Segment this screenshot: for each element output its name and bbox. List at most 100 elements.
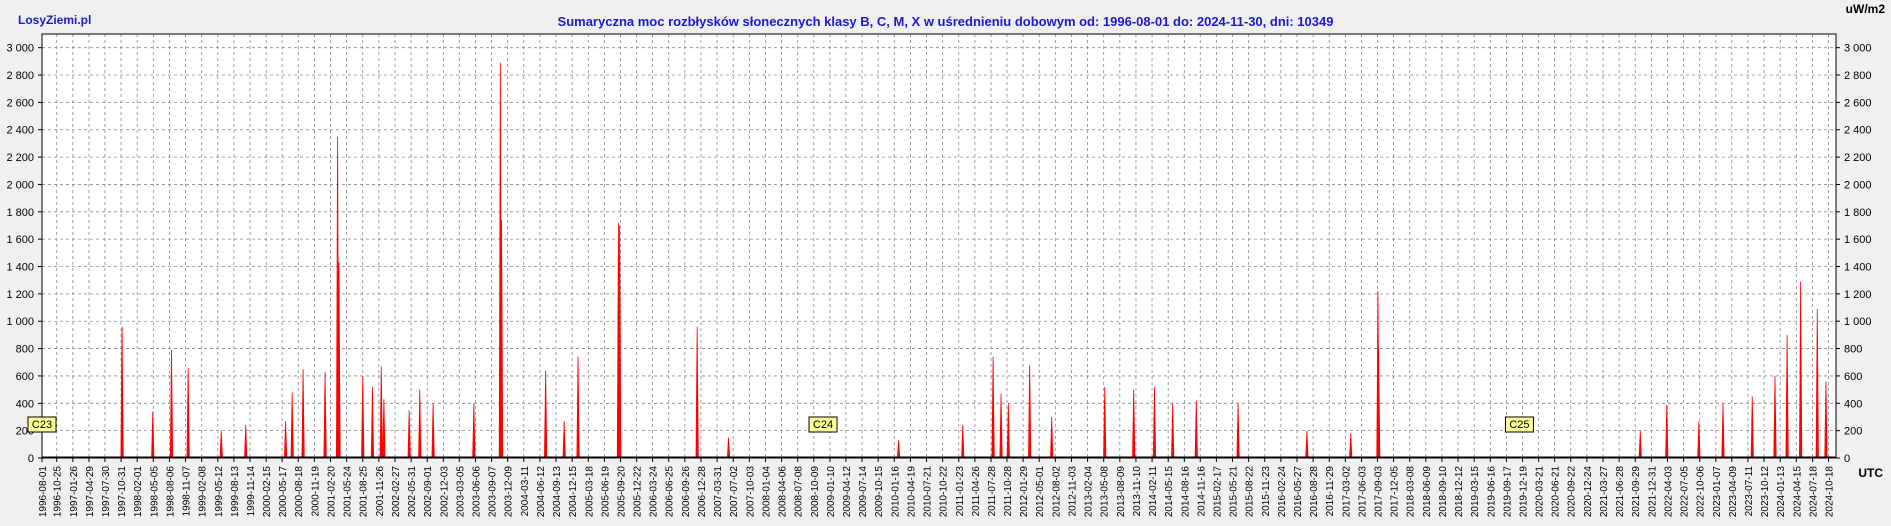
x-tick-label: 2022-10-06 <box>1696 466 1707 518</box>
x-tick-label: 2013-11-10 <box>1132 466 1143 517</box>
x-tick-label: 2010-04-19 <box>906 466 917 518</box>
x-tick-label: 2018-12-12 <box>1454 466 1465 518</box>
x-tick-label: 1999-11-14 <box>246 466 257 517</box>
x-tick-label: 2012-11-03 <box>1067 466 1078 517</box>
x-tick-label: 2020-06-21 <box>1551 466 1562 518</box>
x-tick-label: 2006-06-25 <box>665 466 676 518</box>
x-tick-label: 2023-10-12 <box>1760 466 1771 518</box>
x-tick-label: 2024-01-13 <box>1776 466 1787 518</box>
y-tick-label: 2 800 <box>1844 70 1872 82</box>
y-tick-label: 400 <box>16 398 34 410</box>
x-tick-label: 2020-09-22 <box>1567 466 1578 518</box>
y-tick-label: 600 <box>16 371 34 383</box>
x-tick-label: 2011-10-28 <box>1003 466 1014 517</box>
x-tick-label: 2017-03-02 <box>1341 466 1352 518</box>
x-tick-label: 2010-10-22 <box>939 466 950 518</box>
chart-title: Sumaryczna moc rozbłysków słonecznych kl… <box>557 14 1334 29</box>
x-tick-label: 2015-02-17 <box>1212 466 1223 518</box>
y-tick-label: 1 000 <box>1844 316 1872 328</box>
plot-frame <box>41 33 1837 459</box>
x-tick-label: 1997-04-29 <box>85 466 96 518</box>
x-tick-label: 2001-05-24 <box>343 466 354 518</box>
y-tick-label: 600 <box>1844 371 1862 383</box>
y-tick-label: 200 <box>1844 426 1862 438</box>
y-tick-label: 800 <box>1844 344 1862 356</box>
y-tick-label: 1 600 <box>6 234 34 246</box>
y-tick-label: 400 <box>1844 398 1862 410</box>
y-tick-label: 2 800 <box>6 70 34 82</box>
x-tick-label: 2017-09-03 <box>1373 466 1384 518</box>
y-tick-label: 1 200 <box>6 289 34 301</box>
x-tick-label: 2010-07-21 <box>923 466 934 518</box>
x-tick-label: 2002-09-01 <box>423 466 434 518</box>
x-tick-label: 2000-02-15 <box>262 466 273 518</box>
x-tick-label: 2011-04-26 <box>971 466 982 517</box>
x-tick-label: 2008-01-04 <box>761 466 772 518</box>
x-tick-label: 2000-11-19 <box>310 466 321 517</box>
x-tick-label: 2009-10-15 <box>874 466 885 518</box>
y-tick-label: 0 <box>28 453 34 465</box>
x-tick-label: 2002-12-03 <box>439 466 450 518</box>
x-tick-label: 2017-12-05 <box>1390 466 1401 518</box>
x-tick-label: 2024-07-18 <box>1809 466 1820 518</box>
x-tick-label: 2013-08-09 <box>1116 466 1127 518</box>
x-tick-label: 2014-08-16 <box>1180 466 1191 518</box>
y-tick-label: 2 000 <box>1844 179 1872 191</box>
x-tick-label: 2004-09-13 <box>552 466 563 518</box>
x-tick-label: 2024-10-18 <box>1825 466 1836 518</box>
x-tick-label: 2012-08-02 <box>1051 466 1062 518</box>
y-tick-label: 1 600 <box>1844 234 1872 246</box>
x-tick-label: 2002-05-31 <box>407 466 418 518</box>
x-tick-label: 2011-01-23 <box>955 466 966 517</box>
cycle-label: C23 <box>27 416 57 433</box>
x-tick-label: 2007-07-02 <box>729 466 740 518</box>
x-tick-label: 1998-08-06 <box>165 466 176 518</box>
cycle-label-box <box>27 416 57 433</box>
x-tick-label: 2016-02-24 <box>1277 466 1288 518</box>
y-tick-label: 3 000 <box>6 43 34 55</box>
x-tick-label: 1997-01-26 <box>69 466 80 518</box>
x-tick-label: 2006-03-24 <box>649 466 660 518</box>
cycle-label-text: C24 <box>813 419 833 431</box>
cycle-label-text: C23 <box>32 419 52 431</box>
x-tick-label: 2003-06-06 <box>471 466 482 518</box>
x-tick-label: 2023-07-11 <box>1744 466 1755 517</box>
x-tick-label: 1998-05-05 <box>149 466 160 518</box>
y-tick-label: 2 600 <box>1844 97 1872 109</box>
x-tick-label: 2002-02-27 <box>391 466 402 518</box>
x-tick-label: 2023-04-09 <box>1728 466 1739 518</box>
y-tick-label: 2 200 <box>1844 152 1872 164</box>
x-tick-label: 2005-06-19 <box>600 466 611 518</box>
cycle-label-box <box>1504 416 1534 433</box>
x-tick-label: 2014-11-16 <box>1196 466 1207 517</box>
x-tick-label: 2020-03-21 <box>1535 466 1546 518</box>
y-tick-label: 2 000 <box>6 179 34 191</box>
x-tick-label: 2011-07-28 <box>987 466 998 517</box>
x-tick-label: 1997-10-31 <box>117 466 128 518</box>
x-tick-label: 2008-07-08 <box>794 466 805 518</box>
x-tick-label: 2020-12-24 <box>1583 466 1594 518</box>
y-tick-label: 1 800 <box>6 207 34 219</box>
y-unit-label: uW/m2 <box>1845 2 1885 16</box>
x-tick-label: 1998-11-07 <box>182 466 193 517</box>
x-tick-label: 2007-10-03 <box>745 466 756 518</box>
x-tick-label: 1999-05-12 <box>214 466 225 518</box>
cycle-label-text: C25 <box>1509 419 1529 431</box>
x-tick-label: 2001-02-20 <box>326 466 337 518</box>
y-tick-label: 1 400 <box>1844 262 1872 274</box>
x-tick-label: 2000-08-18 <box>294 466 305 518</box>
x-tick-label: 2005-09-20 <box>617 466 628 518</box>
x-tick-label: 2014-05-15 <box>1164 466 1175 518</box>
x-tick-label: 2022-04-03 <box>1663 466 1674 518</box>
x-tick-label: 2015-11-23 <box>1261 466 1272 517</box>
x-tick-label: 2015-05-21 <box>1229 466 1240 518</box>
x-tick-label: 1997-07-30 <box>101 466 112 518</box>
x-tick-label: 2013-02-04 <box>1084 466 1095 518</box>
x-tick-label: 1999-08-13 <box>230 466 241 518</box>
x-tick-label: 2004-06-12 <box>536 466 547 518</box>
cycle-label: C24 <box>808 416 838 433</box>
x-tick-label: 2008-10-09 <box>810 466 821 518</box>
x-tick-label: 2024-04-15 <box>1792 466 1803 518</box>
x-tick-label: 2001-11-26 <box>375 466 386 517</box>
